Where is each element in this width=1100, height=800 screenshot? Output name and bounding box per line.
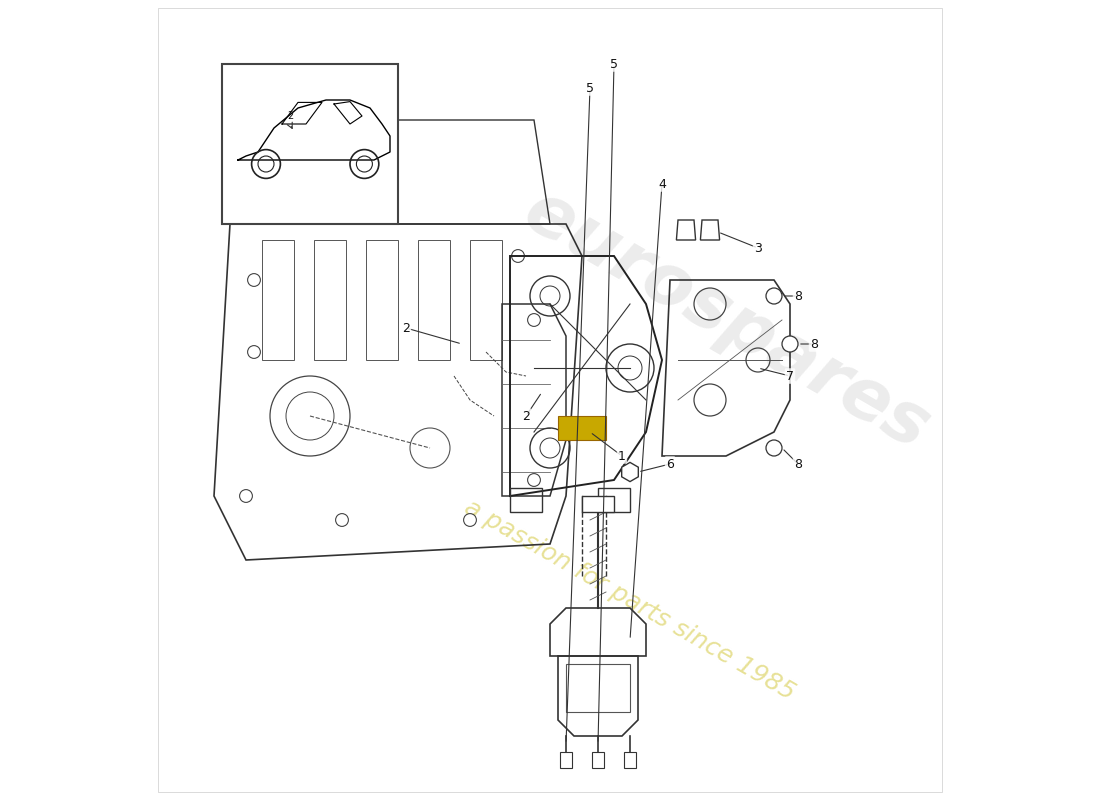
Text: 4: 4 (658, 178, 666, 190)
Text: 3: 3 (755, 242, 762, 254)
Polygon shape (624, 752, 637, 768)
Circle shape (766, 288, 782, 304)
Text: eurospares: eurospares (512, 176, 940, 464)
Text: 6: 6 (667, 458, 674, 470)
Circle shape (240, 490, 252, 502)
Text: 8: 8 (810, 338, 818, 350)
Circle shape (782, 336, 797, 352)
Text: 1: 1 (618, 450, 626, 462)
Circle shape (336, 514, 349, 526)
Text: 8: 8 (794, 290, 802, 302)
Circle shape (528, 314, 540, 326)
Text: 2: 2 (522, 410, 530, 422)
Circle shape (512, 250, 525, 262)
Text: 2: 2 (403, 322, 410, 334)
Text: 2: 2 (287, 111, 293, 121)
Circle shape (528, 474, 540, 486)
FancyBboxPatch shape (222, 64, 398, 224)
Polygon shape (558, 416, 606, 440)
Polygon shape (582, 496, 614, 512)
Text: 7: 7 (786, 370, 794, 382)
Circle shape (766, 440, 782, 456)
Polygon shape (676, 220, 695, 240)
Circle shape (463, 514, 476, 526)
Text: 5: 5 (610, 58, 618, 70)
Text: 8: 8 (794, 458, 802, 470)
Text: a passion for parts since 1985: a passion for parts since 1985 (461, 495, 800, 705)
Circle shape (248, 274, 261, 286)
Polygon shape (592, 752, 604, 768)
Polygon shape (560, 752, 572, 768)
Polygon shape (701, 220, 719, 240)
Circle shape (248, 346, 261, 358)
Text: 5: 5 (586, 82, 594, 94)
